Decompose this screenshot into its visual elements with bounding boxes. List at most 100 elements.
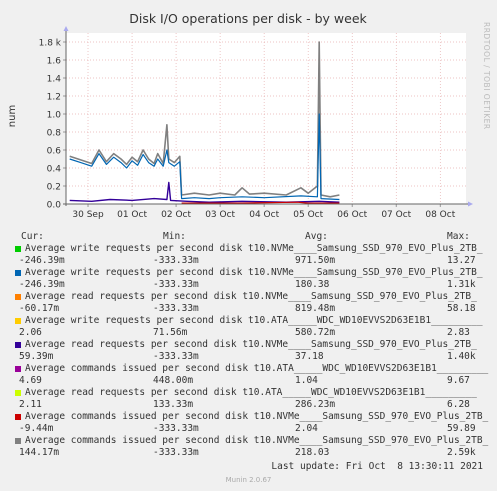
legend-value-min: -333.33m bbox=[153, 351, 199, 362]
x-tick-label: 30 Sep bbox=[72, 210, 104, 220]
disk-io-chart: Disk I/O operations per disk - by week n… bbox=[7, 11, 491, 220]
legend-entry: Average write requests per second disk t… bbox=[0, 267, 497, 291]
legend-value-cur: 144.17m bbox=[19, 447, 60, 458]
legend-header-min: Min: bbox=[163, 231, 186, 242]
legend-entry: Average commands issued per second disk … bbox=[0, 435, 497, 459]
x-tick-label: 02 Oct bbox=[161, 210, 191, 220]
legend-value-min: -333.33m bbox=[153, 255, 199, 266]
y-tick-label: 0.6 bbox=[47, 147, 62, 157]
legend-swatch bbox=[15, 270, 21, 276]
legend-swatch bbox=[15, 438, 21, 444]
y-tick-label: 1.4 bbox=[47, 75, 62, 85]
last-update: Last update: Fri Oct 8 13:30:11 2021 bbox=[271, 461, 483, 472]
legend-label: Average read requests per second disk t1… bbox=[25, 387, 477, 398]
x-ticks: 30 Sep 01 Oct 02 Oct 03 Oct 04 Oct 05 Oct 06 O… bbox=[72, 204, 456, 220]
legend-swatch bbox=[15, 390, 21, 396]
legend-label: Average write requests per second disk t… bbox=[25, 243, 483, 254]
legend-value-max: 2.59k bbox=[447, 447, 476, 458]
legend-label: Average commands issued per second disk … bbox=[25, 411, 489, 422]
legend-value-avg: 1.04 bbox=[295, 375, 318, 386]
legend-entry: Average write requests per second disk t… bbox=[0, 243, 497, 267]
legend-swatch bbox=[15, 342, 21, 348]
legend-value-max: 6.28 bbox=[447, 399, 470, 410]
legend-swatch bbox=[15, 246, 21, 252]
legend-value-avg: 37.18 bbox=[295, 351, 324, 362]
y-tick-label: 1.2 bbox=[47, 93, 61, 103]
y-axis-label: num bbox=[7, 105, 18, 127]
legend-value-min: 448.00m bbox=[153, 375, 194, 386]
legend-swatch bbox=[15, 414, 21, 420]
legend-value-max: 9.67 bbox=[447, 375, 470, 386]
legend-entry: Average write requests per second disk t… bbox=[0, 315, 497, 339]
legend-value-min: -333.33m bbox=[153, 423, 199, 434]
legend-value-max: 13.27 bbox=[447, 255, 476, 266]
legend-entry: Average commands issued per second disk … bbox=[0, 411, 497, 435]
legend-label: Average write requests per second disk t… bbox=[25, 267, 483, 278]
legend-value-avg: 2.04 bbox=[295, 423, 318, 434]
legend-value-avg: 180.38 bbox=[295, 279, 330, 290]
legend-value-max: 1.31k bbox=[447, 279, 476, 290]
legend-value-cur: -246.39m bbox=[19, 255, 65, 266]
y-tick-label: 0.2 bbox=[47, 183, 61, 193]
legend-label: Average read requests per second disk t1… bbox=[25, 339, 477, 350]
x-tick-label: 05 Oct bbox=[293, 210, 323, 220]
legend-swatch bbox=[15, 318, 21, 324]
legend-entry: Average commands issued per second disk … bbox=[0, 363, 497, 387]
legend-label: Average write requests per second disk t… bbox=[25, 315, 483, 326]
plot-area bbox=[66, 33, 466, 204]
legend-label: Average commands issued per second disk … bbox=[25, 435, 489, 446]
legend-value-max: 1.40k bbox=[447, 351, 476, 362]
chart-title: Disk I/O operations per disk - by week bbox=[129, 11, 367, 26]
legend-value-cur: 4.69 bbox=[19, 375, 42, 386]
legend-value-max: 59.89 bbox=[447, 423, 476, 434]
y-axis-arrow-icon bbox=[63, 26, 69, 31]
x-tick-label: 04 Oct bbox=[249, 210, 279, 220]
legend-value-cur: -60.17m bbox=[19, 303, 60, 314]
series-line bbox=[181, 201, 340, 204]
legend-value-cur: 59.39m bbox=[19, 351, 54, 362]
x-tick-label: 01 Oct bbox=[117, 210, 147, 220]
legend-value-min: -333.33m bbox=[153, 303, 199, 314]
legend-header-avg: Avg: bbox=[305, 231, 328, 242]
legend-entry: Average read requests per second disk t1… bbox=[0, 291, 497, 315]
legend-label: Average commands issued per second disk … bbox=[25, 363, 489, 374]
y-tick-label: 1.0 bbox=[47, 111, 62, 121]
legend-value-cur: -246.39m bbox=[19, 279, 65, 290]
y-ticks: 0.0 0.2 0.4 0.6 0.8 1.0 1.2 1.4 1.6 1.8 k bbox=[39, 39, 66, 211]
rrdtool-watermark: RRDTOOL / TOBI OETIKER bbox=[482, 22, 491, 130]
legend-entry: Average read requests per second disk t1… bbox=[0, 387, 497, 411]
x-axis-arrow-icon bbox=[468, 201, 473, 207]
legend-value-min: -333.33m bbox=[153, 279, 199, 290]
legend-value-max: 58.18 bbox=[447, 303, 476, 314]
y-tick-label: 1.6 bbox=[47, 57, 62, 67]
x-tick-label: 07 Oct bbox=[381, 210, 411, 220]
x-tick-label: 08 Oct bbox=[425, 210, 455, 220]
series bbox=[69, 41, 340, 204]
legend-value-avg: 580.72m bbox=[295, 327, 336, 338]
legend-value-avg: 819.48m bbox=[295, 303, 336, 314]
y-tick-label: 0.4 bbox=[47, 165, 62, 175]
legend-value-min: 71.56m bbox=[153, 327, 188, 338]
y-tick-label: 1.8 k bbox=[39, 39, 62, 49]
x-tick-label: 03 Oct bbox=[205, 210, 235, 220]
series-line bbox=[69, 113, 340, 201]
series-line bbox=[69, 41, 340, 198]
legend-value-avg: 971.50m bbox=[295, 255, 336, 266]
legend-value-cur: -9.44m bbox=[19, 423, 54, 434]
legend-swatch bbox=[15, 366, 21, 372]
legend-value-max: 2.83 bbox=[447, 327, 470, 338]
legend-entry: Average read requests per second disk t1… bbox=[0, 339, 497, 363]
y-tick-label: 0.8 bbox=[47, 129, 62, 139]
legend-label: Average read requests per second disk t1… bbox=[25, 291, 477, 302]
legend-header-cur: Cur: bbox=[21, 231, 44, 242]
legend-value-avg: 286.23m bbox=[295, 399, 336, 410]
legend-value-min: -333.33m bbox=[153, 447, 199, 458]
legend-value-avg: 218.03 bbox=[295, 447, 330, 458]
grid bbox=[66, 33, 466, 204]
legend-swatch bbox=[15, 294, 21, 300]
y-tick-label: 0.0 bbox=[47, 201, 62, 211]
munin-version: Munin 2.0.67 bbox=[225, 476, 272, 484]
x-tick-label: 06 Oct bbox=[337, 210, 367, 220]
legend-value-min: 133.33m bbox=[153, 399, 194, 410]
legend-value-cur: 2.06 bbox=[19, 327, 42, 338]
